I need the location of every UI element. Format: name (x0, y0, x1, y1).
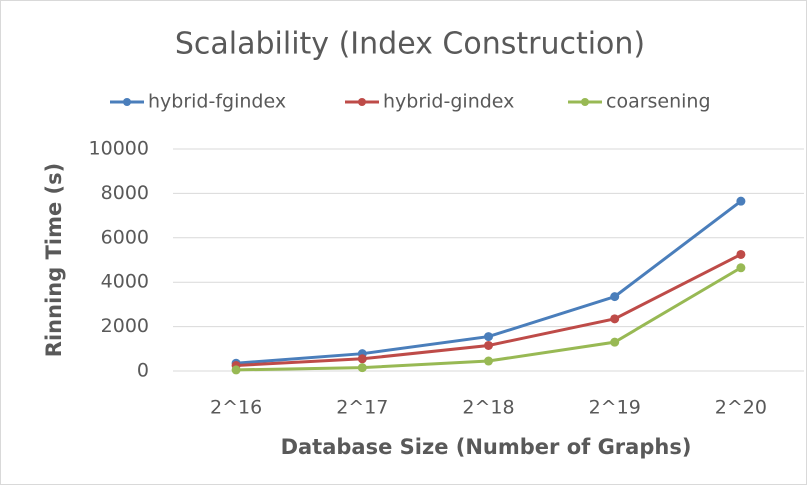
legend-label: coarsening (606, 91, 711, 113)
x-tick-label: 2^16 (210, 397, 262, 419)
x-tick-label: 2^18 (462, 397, 514, 419)
data-point (736, 196, 746, 206)
legend-marker (581, 98, 589, 106)
y-axis-label: Rinning Time (s) (42, 163, 66, 357)
y-tick-label: 6000 (101, 226, 149, 248)
data-point (736, 263, 746, 273)
legend-label: hybrid-gindex (383, 91, 514, 113)
data-point (484, 356, 493, 366)
x-tick-label: 2^17 (336, 397, 388, 419)
y-tick-label: 8000 (101, 182, 149, 204)
data-point (610, 314, 620, 324)
legend-marker (123, 98, 131, 106)
data-point (357, 363, 367, 373)
x-tick-label: 2^19 (589, 397, 641, 419)
x-tick-label: 2^20 (715, 397, 767, 419)
y-tick-label: 4000 (101, 271, 149, 293)
legend-marker (358, 98, 366, 106)
y-tick-label: 2000 (101, 315, 149, 337)
data-point (231, 365, 241, 375)
data-point (357, 354, 367, 364)
data-point (736, 249, 746, 259)
x-axis-label: Database Size (Number of Graphs) (281, 435, 692, 459)
y-tick-label: 10000 (89, 138, 149, 160)
legend-label: hybrid-fgindex (148, 91, 286, 113)
data-point (484, 332, 493, 342)
data-point (610, 337, 620, 347)
chart-title: Scalability (Index Construction) (175, 27, 645, 62)
data-point (610, 292, 620, 302)
y-tick-label: 0 (137, 360, 149, 382)
data-point (484, 340, 493, 350)
